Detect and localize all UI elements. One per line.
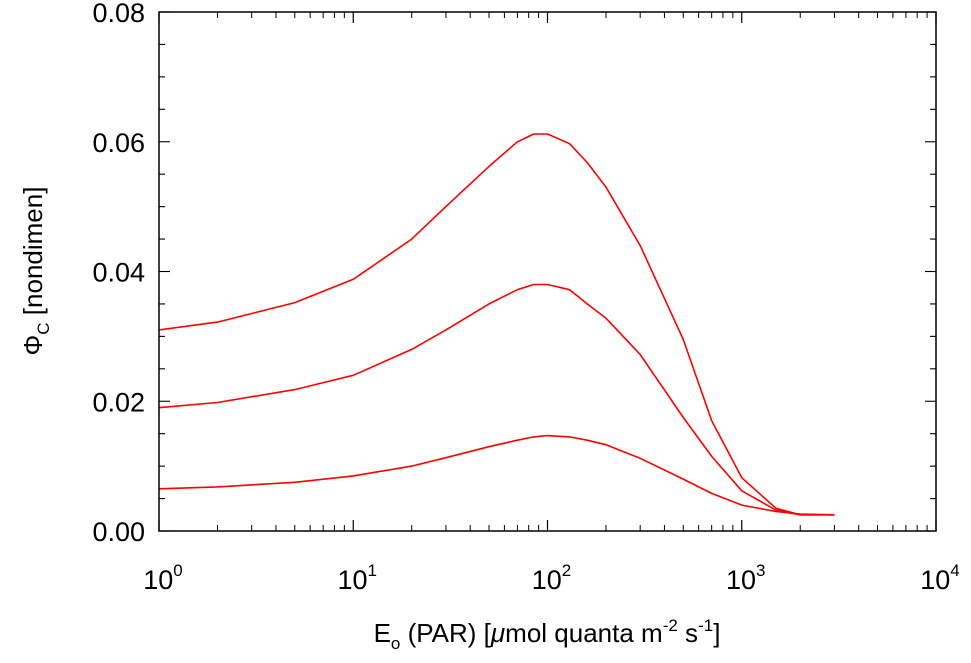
- series-line-2: [158, 283, 835, 516]
- y-tick-label: 0.02: [92, 387, 145, 417]
- y-tick-label: 0.08: [92, 0, 145, 28]
- plot-frame: [158, 11, 937, 532]
- x-tick-label: 100: [143, 561, 183, 595]
- x-tick-labels: 100 101 102 103 104: [143, 561, 960, 595]
- y-tick-label: 0.00: [92, 517, 145, 547]
- x-tick-label: 102: [532, 561, 572, 595]
- x-tick-label: 104: [920, 561, 960, 595]
- y-tick-labels: 0.00 0.02 0.04 0.06 0.08: [92, 0, 145, 547]
- y-tick-label: 0.06: [92, 128, 145, 158]
- series-line-1: [158, 133, 835, 516]
- y-tick-label: 0.04: [92, 258, 145, 288]
- series-group: [158, 133, 835, 516]
- y-axis-title: ΦC [nondimen]: [18, 187, 53, 356]
- x-tick-label: 103: [726, 561, 766, 595]
- x-axis-title: Eo (PAR) [μmol quanta m-2 s-1]: [374, 616, 721, 653]
- x-tick-label: 101: [337, 561, 377, 595]
- tick-marks: [158, 11, 937, 532]
- series-line-3: [158, 434, 835, 516]
